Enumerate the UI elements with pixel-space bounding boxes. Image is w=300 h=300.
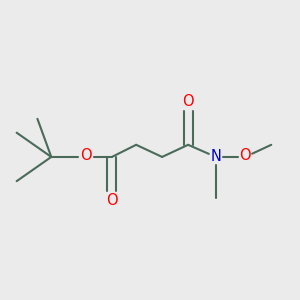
Text: N: N bbox=[210, 149, 221, 164]
Text: O: O bbox=[182, 94, 194, 109]
Text: O: O bbox=[80, 148, 92, 163]
Text: O: O bbox=[106, 193, 118, 208]
Text: O: O bbox=[239, 148, 251, 163]
